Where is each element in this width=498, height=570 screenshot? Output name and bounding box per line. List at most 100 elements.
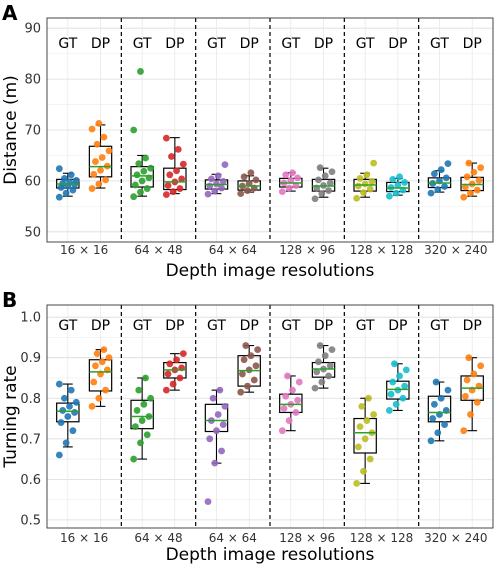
data-point (211, 187, 219, 195)
data-point (391, 360, 398, 368)
data-point (252, 176, 260, 184)
data-point (204, 190, 212, 198)
data-point (292, 182, 300, 189)
y-tick-label: 0.7 (20, 432, 41, 447)
x-tick-label: 64 × 64 (209, 531, 257, 545)
data-point (430, 400, 438, 408)
plot-frame (46, 304, 494, 529)
sub-label-dp: DP (91, 318, 110, 334)
sub-label-dp: DP (314, 318, 333, 334)
x-tick-label: 320 × 240 (424, 243, 488, 257)
data-point (143, 185, 151, 192)
data-point (434, 429, 442, 437)
data-point (430, 170, 438, 178)
y-tick-label: 60 (24, 174, 41, 189)
data-point (475, 177, 483, 184)
box-body (386, 380, 410, 400)
data-point (429, 415, 437, 422)
data-point (247, 352, 255, 360)
x-tick-label: 64 × 64 (209, 243, 257, 257)
data-point (88, 185, 96, 192)
data-point (356, 423, 364, 431)
data-point (57, 419, 65, 426)
data-point (216, 386, 224, 394)
data-point (61, 394, 68, 402)
y-tick-label: 0.8 (20, 392, 41, 407)
data-point (462, 392, 469, 400)
data-point (437, 166, 445, 174)
data-point (179, 160, 187, 168)
data-point (213, 427, 220, 435)
data-point (441, 421, 448, 429)
data-point (444, 386, 452, 394)
data-point (240, 173, 248, 181)
y-tick-label: 0.6 (20, 473, 41, 488)
data-point (444, 160, 452, 168)
y-tick-label: 70 (24, 124, 41, 139)
sub-label-dp: DP (165, 36, 184, 52)
data-point (399, 394, 407, 402)
data-point (326, 362, 334, 370)
data-point (162, 386, 170, 394)
data-point (237, 388, 245, 396)
data-point (465, 354, 473, 362)
data-point (401, 179, 409, 186)
data-point (401, 382, 409, 390)
data-point (370, 411, 378, 418)
data-point (247, 169, 255, 177)
data-point (385, 192, 393, 200)
data-point (174, 145, 182, 153)
data-point (285, 184, 293, 192)
data-point (318, 190, 326, 198)
data-point (477, 362, 485, 370)
data-point (437, 394, 445, 402)
data-point (427, 189, 435, 197)
data-point (61, 174, 68, 182)
box-body (56, 402, 80, 423)
data-point (434, 186, 442, 193)
data-point (169, 380, 177, 388)
sub-label-gt: GT (430, 318, 449, 334)
data-point (219, 421, 227, 429)
y-tick-label: 90 (24, 22, 41, 37)
panel-label: B (2, 288, 17, 312)
data-point (287, 177, 295, 184)
data-point (140, 167, 148, 175)
data-point (55, 165, 63, 173)
data-point (313, 368, 321, 376)
sub-label-gt: GT (133, 36, 152, 52)
data-point (392, 189, 400, 197)
x-tick-label: 64 × 48 (134, 243, 182, 257)
data-point (98, 154, 106, 161)
x-tick-label: 128 × 128 (350, 531, 414, 545)
data-point (477, 164, 485, 172)
data-point (130, 193, 138, 201)
data-point (239, 370, 246, 378)
sub-label-dp: DP (388, 36, 407, 52)
data-point (470, 370, 478, 378)
data-point (354, 443, 362, 451)
data-point (211, 459, 219, 467)
data-point (143, 431, 151, 439)
sub-label-dp: DP (314, 36, 333, 52)
sub-label-dp: DP (388, 318, 407, 334)
y-axis-label: Turning rate (1, 365, 21, 468)
data-point (97, 166, 104, 174)
data-point (463, 173, 471, 181)
data-point (176, 374, 184, 382)
data-point (90, 378, 98, 386)
data-point (392, 400, 400, 408)
data-point (166, 360, 174, 368)
data-point (250, 376, 258, 384)
data-point (169, 188, 177, 196)
data-point (366, 455, 374, 463)
data-point (465, 159, 473, 167)
data-point (442, 174, 450, 182)
data-point (100, 133, 108, 141)
data-point (133, 171, 141, 179)
data-point (67, 386, 75, 394)
data-point (59, 407, 67, 414)
data-point (278, 188, 286, 196)
data-point (95, 394, 103, 402)
data-point (473, 398, 481, 406)
